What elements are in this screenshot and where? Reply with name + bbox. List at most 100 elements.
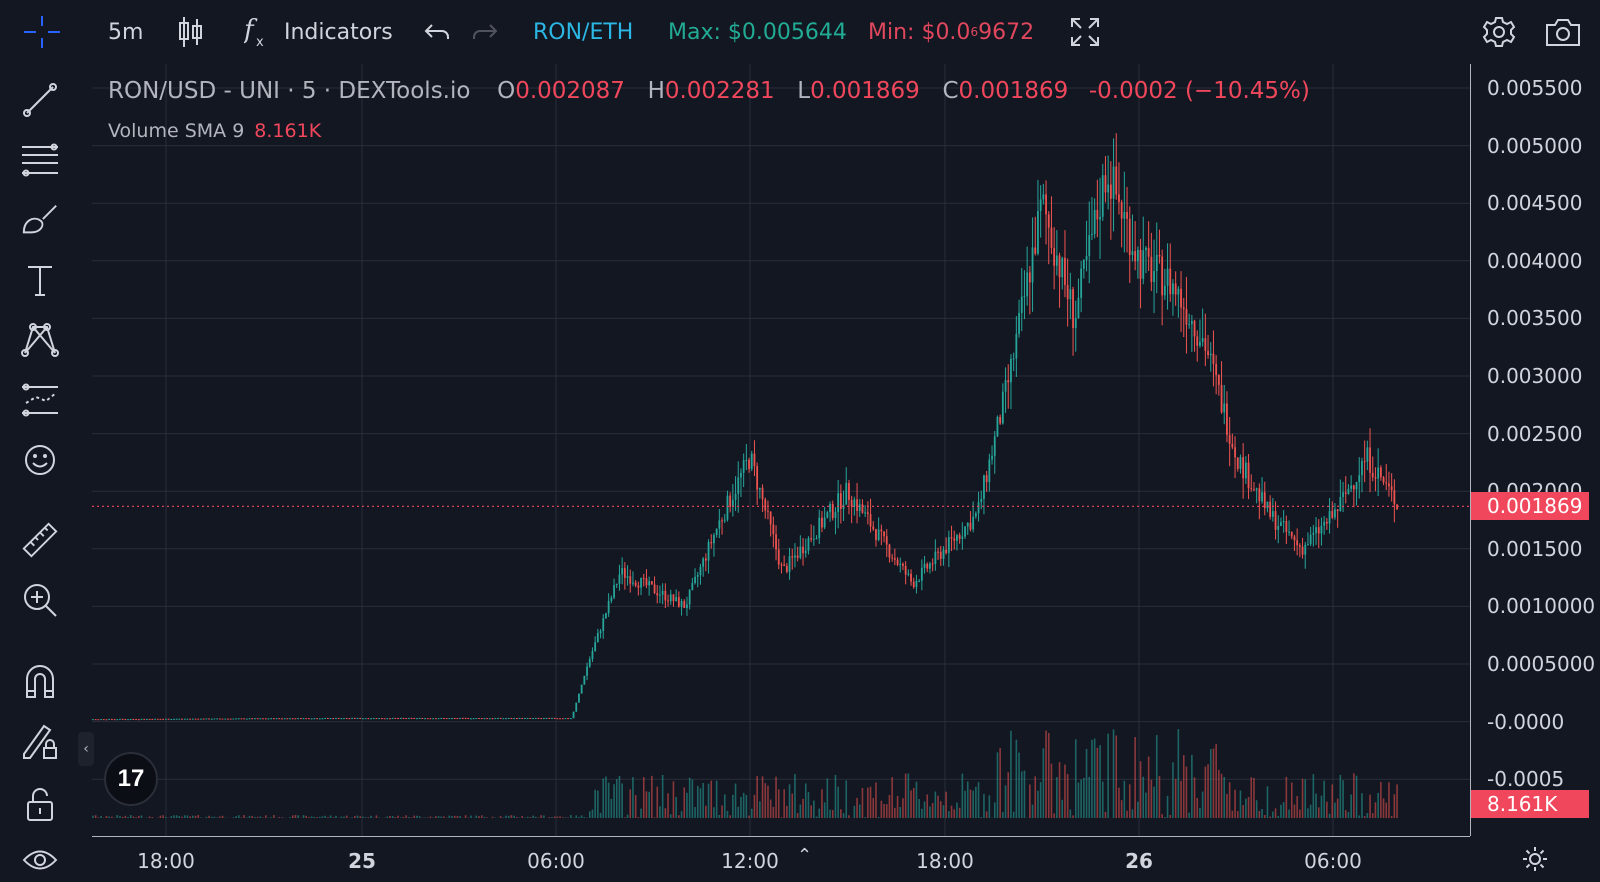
volume-bar [538,817,540,818]
volume-bar [1099,745,1101,818]
volume-bar [530,817,532,818]
ruler-icon[interactable] [20,520,60,560]
candle-body [586,667,588,676]
candle-body [508,718,510,719]
text-icon[interactable] [20,260,60,300]
candle-body [551,718,553,719]
brush-icon[interactable] [20,200,60,240]
volume-bar [997,752,999,818]
volume-bar [802,799,804,818]
volume-bar [122,817,124,818]
trend-line-icon[interactable] [20,80,60,120]
emoji-icon[interactable] [20,440,60,480]
camera-icon[interactable] [1545,0,1581,64]
volume-bar [1321,796,1323,818]
forecast-icon[interactable] [20,380,60,420]
candle-body [943,550,945,559]
candle-body [546,718,548,719]
crosshair-icon[interactable] [20,0,64,64]
fullscreen-icon[interactable] [1070,0,1100,64]
symbol-title[interactable]: RON/USD - UNI · 5 · DEXTools.io [108,78,470,104]
volume-bar [756,776,758,818]
candle-body [92,719,94,720]
candle-body [1196,336,1198,345]
volume-bar [967,781,969,818]
volume-bar [697,786,699,818]
volume-bar [937,796,939,818]
candle-body [338,718,340,719]
compare-pair-link[interactable]: RON/ETH [533,0,633,64]
eye-icon[interactable] [20,840,60,880]
candle-body [189,719,191,720]
chart-pane[interactable]: RON/USD - UNI · 5 · DEXTools.io O0.00208… [92,64,1470,836]
candle-body [1218,375,1220,385]
scroll-to-realtime-icon[interactable]: ⌃ [797,845,812,866]
volume-bar [1064,765,1066,818]
candle-body [1102,175,1104,217]
magnet-icon[interactable] [20,662,60,702]
volume-bar [195,816,197,818]
time-tick-label: 18:00 [916,849,974,873]
unlock-icon[interactable] [20,784,60,824]
candle-body [154,719,156,720]
volume-bar [451,816,453,818]
volume-bar [1070,810,1072,818]
candle-body [416,718,418,719]
timeframe-button[interactable]: 5m [108,0,143,64]
candle-body [783,565,785,566]
candle-body [629,576,631,583]
open-value: 0.002087 [515,78,625,104]
high-key: H [648,78,665,104]
volume-bar [516,817,518,818]
gear-icon[interactable] [1482,0,1516,64]
volume-bar [1002,812,1004,818]
volume-bar [440,816,442,818]
volume-bar [278,817,280,818]
indicators-button[interactable]: Indicators [284,0,393,64]
volume-bar [1240,791,1242,818]
candle-body [219,718,221,719]
volume-bar [400,817,402,818]
fib-lines-icon[interactable] [20,140,60,180]
collapse-toolbar-button[interactable]: ‹ [78,732,94,766]
candle-body [627,576,629,578]
candles-icon[interactable] [178,0,204,64]
redo-icon[interactable] [472,0,498,64]
candle-body [386,718,388,719]
volume-label[interactable]: Volume SMA 9 [108,120,244,142]
candle-body [1024,296,1026,297]
volume-bar [135,817,137,818]
candle-body [948,537,950,553]
candle-body [851,500,853,507]
candle-body [1177,289,1179,295]
candle-body [513,718,515,719]
candle-body [1215,364,1217,375]
volume-bar [829,810,831,818]
volume-bar [886,804,888,818]
undo-icon[interactable] [424,0,450,64]
candle-body [1315,527,1317,533]
lock-drawing-icon[interactable] [20,722,60,762]
candle-body [1242,457,1244,478]
candle-body [446,718,448,719]
volume-bar [197,815,199,818]
candle-body [184,719,186,720]
volume-bar [1088,777,1090,818]
volume-bar [1153,787,1155,818]
candle-body [648,581,650,585]
sun-icon[interactable] [1470,836,1600,881]
zoom-in-icon[interactable] [20,580,60,620]
volume-bar [1307,808,1309,818]
volume-bar [597,791,599,818]
tradingview-logo[interactable]: 17 [104,752,158,806]
volume-bar [748,816,750,818]
volume-bar [875,782,877,818]
candle-body [1391,486,1393,490]
volume-bar [1358,815,1360,818]
pattern-icon[interactable] [20,320,60,360]
candle-body [781,564,783,565]
volume-bar [953,809,955,818]
